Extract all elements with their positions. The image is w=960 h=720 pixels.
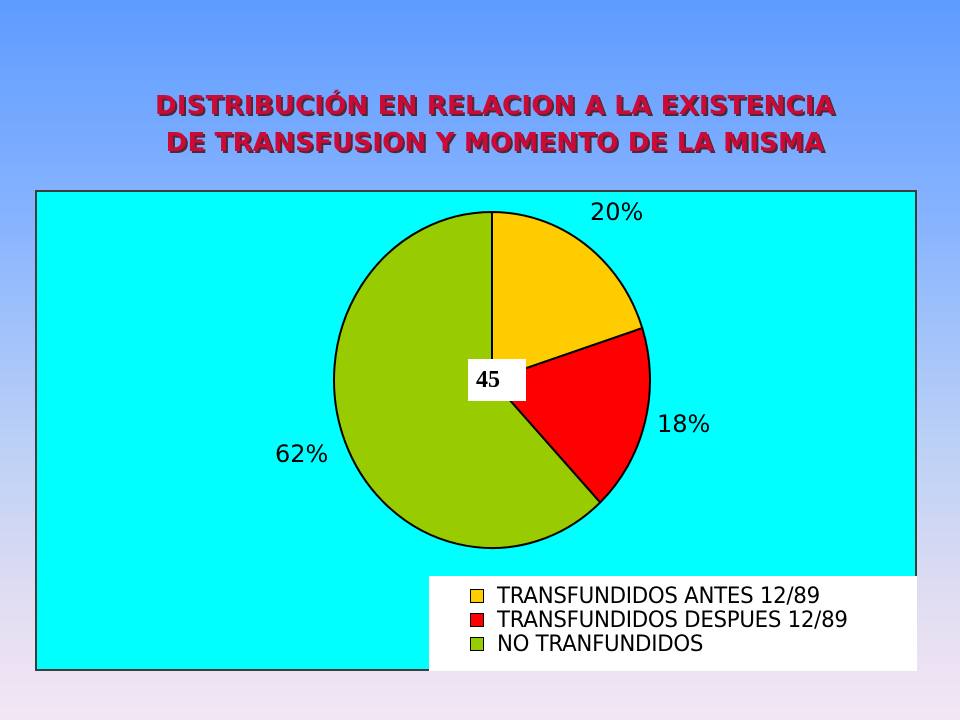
legend-label: TRANSFUNDIDOS DESPUES 12/89 [497,607,848,633]
legend-label: NO TRANFUNDIDOS [497,631,704,657]
slice-label-transfundidos-despues: 18% [657,410,711,438]
slice-transfundidos-antes [491,210,644,382]
legend-swatch-green [470,637,484,651]
slice-transfundidos-despues [490,326,652,504]
legend-item-transfundidos-despues: TRANSFUNDIDOS DESPUES 12/89 [429,607,917,633]
slice-no-transfundidos [333,210,602,549]
legend-item-no-transfundidos: NO TRANFUNDIDOS [429,631,917,657]
slice-label-no-transfundidos: 62% [275,440,329,468]
center-value-box: 45 [468,359,526,401]
legend-item-transfundidos-antes: TRANSFUNDIDOS ANTES 12/89 [429,583,917,609]
plot-area: 20% 18% 62% 45 TRANSFUNDIDOS ANTES 12/89… [35,190,917,671]
legend-swatch-yellow [470,589,484,603]
legend-swatch-red [470,613,484,627]
chart-title: DISTRIBUCIÓN EN RELACION A LA EXISTENCIA… [0,88,960,162]
chart-title-line-1: DISTRIBUCIÓN EN RELACION A LA EXISTENCIA [155,91,835,121]
legend-label: TRANSFUNDIDOS ANTES 12/89 [497,583,820,609]
chart-title-line-2: DE TRANSFUSION Y MOMENTO DE LA MISMA [165,128,825,158]
pie-chart [333,210,652,549]
slice-label-transfundidos-antes: 20% [590,198,644,226]
legend: TRANSFUNDIDOS ANTES 12/89 TRANSFUNDIDOS … [429,576,917,671]
